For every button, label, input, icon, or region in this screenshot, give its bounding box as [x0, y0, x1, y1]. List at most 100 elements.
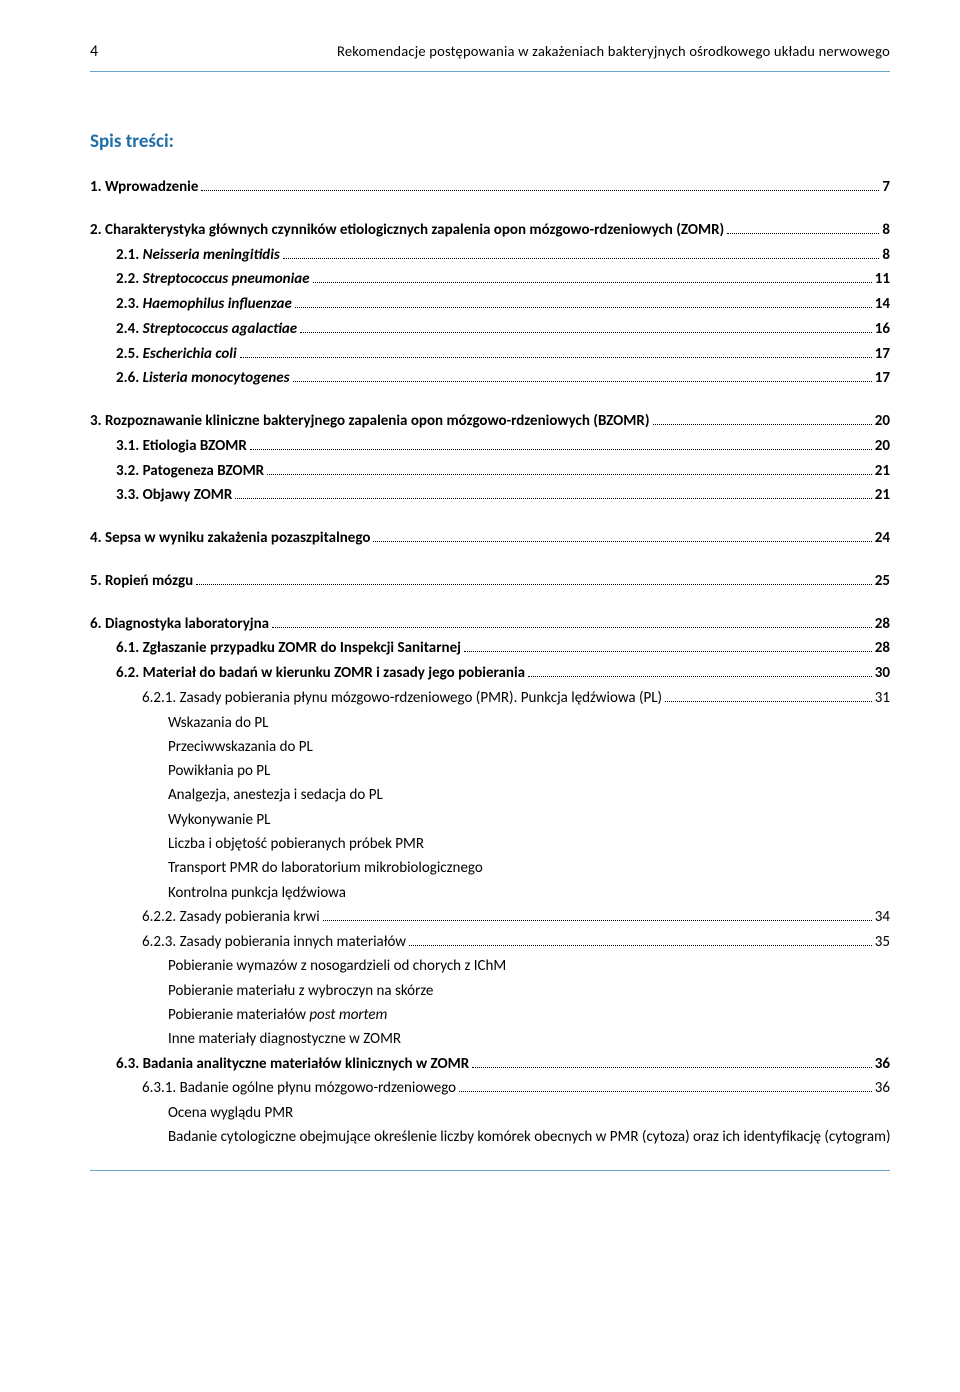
- toc-entry-label: 2. Charakterystyka głównych czynników et…: [90, 218, 724, 243]
- toc-entry-text: Inne materiały diagnostyczne w ZOMR: [168, 1030, 401, 1048]
- toc-entry: 2.5. Escherichia coli17: [90, 342, 890, 367]
- toc-entry-text: Badanie ogólne płynu mózgowo-rdzeniowego: [180, 1079, 457, 1097]
- toc-entry-number: 4.: [90, 529, 105, 547]
- toc-entry-text: Zasady pobierania krwi: [180, 908, 320, 926]
- footer-divider: [90, 1170, 890, 1171]
- toc-entry-text: Wskazania do PL: [168, 714, 268, 732]
- toc-entry-label: 2.2. Streptococcus pneumoniae: [116, 267, 310, 292]
- toc-entry: Kontrolna punkcja lędźwiowa: [90, 881, 890, 905]
- toc-entry-label: Transport PMR do laboratorium mikrobiolo…: [168, 856, 483, 880]
- toc-entry-page: 21: [875, 459, 890, 484]
- toc-entry-label: 6.3.1. Badanie ogólne płynu mózgowo-rdze…: [142, 1076, 456, 1101]
- toc-entry-label: 2.1. Neisseria meningitidis: [116, 243, 280, 268]
- toc-entry: 2.6. Listeria monocytogenes17: [90, 366, 890, 391]
- toc-entry-text: Neisseria meningitidis: [143, 246, 280, 264]
- toc-entry: 6.2. Materiał do badań w kierunku ZOMR i…: [90, 661, 890, 686]
- header-title: Rekomendacje postępowania w zakażeniach …: [337, 42, 890, 60]
- toc-leader-dots: [528, 666, 872, 677]
- toc-entry-label: Kontrolna punkcja lędźwiowa: [168, 881, 346, 905]
- toc-leader-dots: [295, 297, 872, 308]
- toc-entry-label: Pobieranie wymazów z nosogardzieli od ch…: [168, 954, 506, 978]
- toc-leader-dots: [459, 1081, 872, 1092]
- toc-entry-text: Pobieranie wymazów z nosogardzieli od ch…: [168, 957, 506, 975]
- toc-entry-label: 6. Diagnostyka laboratoryjna: [90, 612, 269, 637]
- toc-entry-number: 5.: [90, 572, 105, 590]
- toc-entry-number: 6.2.3.: [142, 933, 180, 951]
- toc-leader-dots: [235, 488, 871, 499]
- toc-entry-label: 5. Ropień mózgu: [90, 569, 193, 594]
- toc-entry-label: Pobieranie materiałów post mortem: [168, 1003, 387, 1027]
- toc-entry-label: Wykonywanie PL: [168, 808, 270, 832]
- toc-entry-text: Streptococcus pneumoniae: [143, 270, 310, 288]
- toc-leader-dots: [653, 414, 872, 425]
- toc-entry-number: 2.3.: [116, 295, 143, 313]
- toc-entry-text: Diagnostyka laboratoryjna: [105, 615, 269, 633]
- toc-leader-dots: [472, 1056, 872, 1067]
- toc-entry: 4. Sepsa w wyniku zakażenia pozaszpitaln…: [90, 526, 890, 551]
- toc-leader-dots: [267, 463, 872, 474]
- toc-entry: Przeciwwskazania do PL: [90, 735, 890, 759]
- toc-entry-label: 3. Rozpoznawanie kliniczne bakteryjnego …: [90, 409, 650, 434]
- toc-entry-number: 6.3.: [116, 1055, 143, 1073]
- toc-entry: Pobieranie wymazów z nosogardzieli od ch…: [90, 954, 890, 978]
- toc-entry-page: 16: [875, 317, 890, 342]
- toc-entry-number: 6.2.2.: [142, 908, 180, 926]
- toc-entry-label: 3.3. Objawy ZOMR: [116, 483, 232, 508]
- toc-entry: 2.4. Streptococcus agalactiae 16: [90, 317, 890, 342]
- toc-entry: Wskazania do PL: [90, 711, 890, 735]
- toc-entry-label: 3.2. Patogeneza BZOMR: [116, 459, 264, 484]
- toc-entry-label: 2.4. Streptococcus agalactiae: [116, 317, 297, 342]
- toc-entry-label: 2.5. Escherichia coli: [116, 342, 237, 367]
- toc-leader-dots: [665, 691, 872, 702]
- toc-entry-number: 6.2.: [116, 664, 143, 682]
- toc-entry-text: Zasady pobierania innych materiałów: [180, 933, 406, 951]
- toc-leader-dots: [250, 439, 872, 450]
- toc-entry-page: 20: [875, 434, 890, 459]
- toc-entry-number: 3.2.: [116, 462, 143, 480]
- toc-entry-text: Ocena wyglądu PMR: [168, 1104, 293, 1122]
- toc-leader-dots: [272, 616, 872, 627]
- toc-entry-number: 2.5.: [116, 345, 143, 363]
- toc-entry-number: 3.3.: [116, 486, 143, 504]
- toc-entry: Liczba i objętość pobieranych próbek PMR: [90, 832, 890, 856]
- toc-entry-number: 1.: [90, 178, 105, 196]
- toc-entry-label: 4. Sepsa w wyniku zakażenia pozaszpitaln…: [90, 526, 370, 551]
- toc-title: Spis treści:: [90, 130, 890, 153]
- toc-entry-label: Pobieranie materiału z wybroczyn na skór…: [168, 979, 433, 1003]
- toc-leader-dots: [464, 641, 872, 652]
- toc-entry-number: 2.1.: [116, 246, 143, 264]
- toc-entry: 6.1. Zgłaszanie przypadku ZOMR do Inspek…: [90, 636, 890, 661]
- page-header: 4 Rekomendacje postępowania w zakażeniac…: [90, 42, 890, 61]
- toc-leader-dots: [240, 346, 872, 357]
- toc-entry-page: 20: [875, 409, 890, 434]
- toc-entry-text: Zgłaszanie przypadku ZOMR do Inspekcji S…: [143, 639, 461, 657]
- toc-entry-page: 8: [882, 218, 890, 243]
- table-of-contents: 1. Wprowadzenie7 2. Charakterystyka główn…: [90, 175, 890, 1150]
- toc-leader-dots: [323, 910, 872, 921]
- toc-entry: 6. Diagnostyka laboratoryjna28: [90, 612, 890, 637]
- toc-entry: 5. Ropień mózgu25: [90, 569, 890, 594]
- toc-leader-dots: [409, 934, 872, 945]
- toc-entry: 6.2.1. Zasady pobierania płynu mózgowo-r…: [90, 686, 890, 711]
- toc-entry-text: Wprowadzenie: [105, 178, 198, 196]
- toc-entry-text: Badania analityczne materiałów kliniczny…: [143, 1055, 470, 1073]
- toc-entry-label: 1. Wprowadzenie: [90, 175, 198, 200]
- toc-entry-page: 14: [875, 292, 890, 317]
- toc-entry-label: 2.3. Haemophilus influenzae: [116, 292, 292, 317]
- toc-entry-text: Sepsa w wyniku zakażenia pozaszpitalnego: [105, 529, 370, 547]
- toc-entry: 3.2. Patogeneza BZOMR 21: [90, 459, 890, 484]
- toc-entry-number: 3.1.: [116, 437, 143, 455]
- toc-entry-label: Ocena wyglądu PMR: [168, 1101, 293, 1125]
- toc-entry-label: 6.1. Zgłaszanie przypadku ZOMR do Inspek…: [116, 636, 461, 661]
- toc-entry-label: 6.2.1. Zasady pobierania płynu mózgowo-r…: [142, 686, 662, 711]
- toc-entry-label: Inne materiały diagnostyczne w ZOMR: [168, 1027, 401, 1051]
- toc-entry-label: Liczba i objętość pobieranych próbek PMR: [168, 832, 424, 856]
- toc-entry: 1. Wprowadzenie7: [90, 175, 890, 200]
- toc-entry-label: 6.3. Badania analityczne materiałów klin…: [116, 1052, 469, 1077]
- toc-entry: 2.2. Streptococcus pneumoniae11: [90, 267, 890, 292]
- toc-entry: Powikłania po PL: [90, 759, 890, 783]
- toc-entry: 3. Rozpoznawanie kliniczne bakteryjnego …: [90, 409, 890, 434]
- toc-entry: Transport PMR do laboratorium mikrobiolo…: [90, 856, 890, 880]
- toc-entry: 2.1. Neisseria meningitidis8: [90, 243, 890, 268]
- toc-entry-text: Streptococcus agalactiae: [143, 320, 298, 338]
